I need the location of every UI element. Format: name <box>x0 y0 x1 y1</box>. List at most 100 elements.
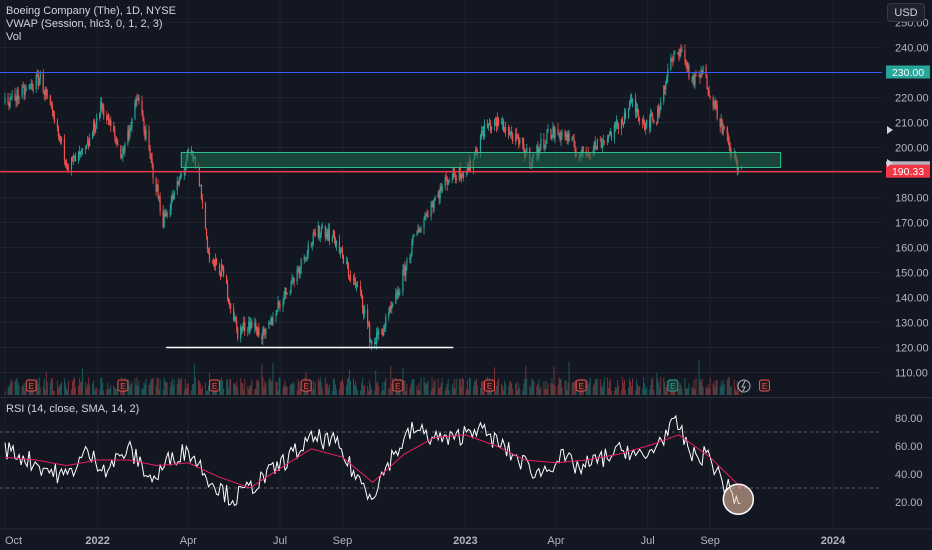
volume-bar <box>571 382 573 395</box>
candle-body <box>92 132 94 139</box>
volume-bar <box>247 386 249 395</box>
volume-bar <box>652 378 654 395</box>
candle-body <box>110 120 112 126</box>
volume-bar <box>533 381 535 395</box>
candle-body <box>249 322 251 330</box>
candle-body <box>51 106 53 111</box>
candle-body <box>50 104 52 107</box>
rsi-pane: 20.00 40.00 60.00 80.00 <box>0 413 923 515</box>
volume-bar <box>451 383 453 395</box>
candle-body <box>610 131 612 139</box>
candle-body <box>215 258 218 265</box>
volume-bar <box>310 389 312 395</box>
candle-body <box>117 143 119 146</box>
earnings-marker-label: E <box>304 382 309 391</box>
rsi-legend: RSI (14, close, SMA, 14, 2) <box>6 403 140 415</box>
volume-bar <box>637 384 639 395</box>
candle-body <box>157 184 159 198</box>
volume-bar <box>547 382 549 395</box>
volume-bar <box>454 388 456 395</box>
volume-bar <box>616 379 618 395</box>
volume-bar <box>458 379 460 395</box>
candle-body <box>277 302 279 311</box>
volume-bar <box>559 378 561 395</box>
candle-body <box>573 138 575 147</box>
price-axis-label: 180.00 <box>895 193 929 205</box>
candle-body <box>384 326 386 330</box>
candle-body <box>651 112 653 116</box>
volume-bar <box>290 383 292 395</box>
volume-bar <box>272 363 274 395</box>
volume-bar <box>35 387 37 395</box>
candle-body <box>455 177 457 180</box>
candle-body <box>109 120 111 126</box>
candle-body <box>567 133 569 141</box>
candle-body <box>170 201 172 210</box>
candle-body <box>482 130 485 137</box>
candle-body <box>409 257 411 260</box>
candle-body <box>289 292 291 293</box>
volume-bar <box>453 379 455 395</box>
volume-bar <box>603 377 605 395</box>
earnings-marker: E <box>667 379 679 392</box>
volume-bar <box>95 388 97 395</box>
volume-bar <box>409 388 411 395</box>
volume-bar <box>426 382 428 395</box>
volume-bar <box>51 378 53 395</box>
candle-body <box>137 98 139 101</box>
volume-bar <box>312 380 314 395</box>
candle-body <box>461 174 463 178</box>
candle-body <box>505 126 507 132</box>
volume-bar <box>566 390 568 395</box>
volume-bar <box>293 381 295 395</box>
candle-body <box>114 131 116 137</box>
earnings-marker-label: E <box>579 382 584 391</box>
volume-bar <box>565 379 567 395</box>
volume-bar <box>169 387 171 395</box>
candle-body <box>599 139 601 141</box>
earnings-marker-label: E <box>395 382 400 391</box>
candle-body <box>228 298 230 303</box>
volume-bar <box>158 389 160 395</box>
volume-bar <box>613 390 615 395</box>
volume-bar <box>388 388 390 395</box>
candle-body <box>664 85 666 90</box>
pane-separator[interactable] <box>0 397 932 398</box>
candle-body <box>714 100 716 108</box>
candle-body <box>727 134 729 143</box>
candle-body <box>617 123 620 130</box>
candle-body <box>67 168 70 170</box>
candle-body <box>115 136 117 141</box>
volume-bar <box>417 389 419 395</box>
candle-body <box>700 70 702 78</box>
earnings-marker-box <box>759 379 771 392</box>
volume-bar <box>714 387 716 395</box>
candle-body <box>233 308 235 321</box>
candle-body <box>278 302 280 305</box>
volume-bar <box>74 377 76 395</box>
volume-bar <box>297 379 299 395</box>
candle-body <box>247 329 249 332</box>
volume-bar <box>606 377 608 395</box>
candle-body <box>615 121 618 128</box>
volume-bar <box>482 380 484 395</box>
candle-body <box>36 75 38 76</box>
candle-body <box>123 147 125 152</box>
candle-body <box>131 118 133 128</box>
volume-bar <box>540 387 542 395</box>
volume-bar <box>163 377 165 395</box>
candle-body <box>368 323 370 325</box>
candle-body <box>488 123 491 125</box>
candle-body <box>600 140 602 148</box>
candle-body <box>256 329 258 335</box>
volume-bar <box>677 387 679 395</box>
candle-body <box>622 122 625 124</box>
currency-button[interactable]: USD <box>887 3 925 22</box>
volume-bar <box>389 388 391 395</box>
candle-body <box>307 243 309 255</box>
candle-body <box>113 125 115 132</box>
volume-bar <box>114 387 116 395</box>
candle-body <box>9 97 11 107</box>
time-axis-label: 2024 <box>821 535 846 547</box>
